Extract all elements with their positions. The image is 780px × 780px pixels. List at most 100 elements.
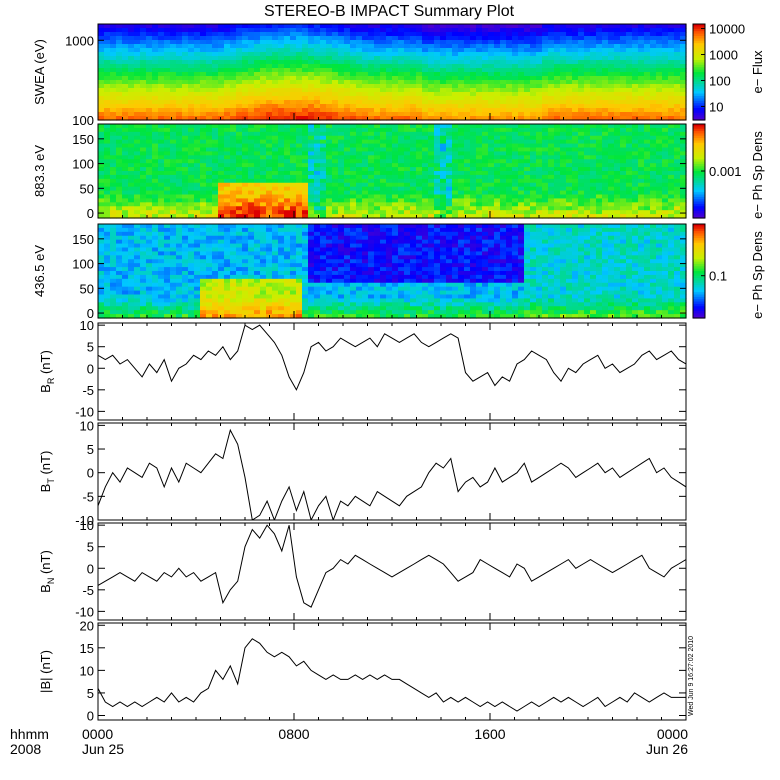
spectro-cell bbox=[308, 32, 315, 37]
spectro-cell bbox=[368, 178, 375, 184]
spectro-cell bbox=[260, 108, 267, 113]
spectro-cell bbox=[104, 278, 111, 284]
spectro-cell bbox=[386, 116, 393, 121]
spectro-cell bbox=[494, 84, 501, 89]
spectro-cell bbox=[200, 24, 207, 29]
spectro-cell bbox=[242, 190, 249, 196]
spectro-cell bbox=[368, 24, 375, 29]
spectro-cell bbox=[260, 159, 267, 164]
spectro-cell bbox=[332, 84, 339, 89]
spectro-cell bbox=[98, 290, 105, 296]
spectro-cell bbox=[164, 36, 171, 41]
spectro-cell bbox=[404, 135, 411, 141]
spectro-cell bbox=[440, 56, 447, 61]
spectro-cell bbox=[308, 151, 315, 156]
spectro-cell bbox=[530, 127, 537, 133]
spectro-cell bbox=[362, 202, 369, 207]
colorbar-segment bbox=[693, 166, 705, 170]
spectro-cell bbox=[452, 143, 459, 149]
spectro-cell bbox=[638, 28, 645, 33]
spectro-cell bbox=[206, 36, 213, 41]
spectro-cell bbox=[554, 36, 561, 41]
spectro-cell bbox=[620, 92, 627, 97]
spectro-cell bbox=[296, 84, 303, 89]
spectro-cell bbox=[560, 28, 567, 33]
spectro-cell bbox=[524, 96, 531, 101]
spectro-cell bbox=[620, 68, 627, 73]
spectro-cell bbox=[536, 182, 543, 188]
spectro-cell bbox=[548, 32, 555, 37]
spectro-cell bbox=[638, 92, 645, 97]
spectro-cell bbox=[416, 72, 423, 77]
spectro-cell bbox=[134, 32, 141, 37]
spectro-cell bbox=[278, 88, 285, 93]
spectro-cell bbox=[506, 108, 513, 113]
spectro-cell bbox=[320, 214, 327, 219]
spectro-cell bbox=[308, 171, 315, 176]
spectro-cell bbox=[524, 112, 531, 117]
spectro-cell bbox=[104, 251, 111, 256]
spectro-cell bbox=[668, 64, 675, 69]
spectro-cell bbox=[446, 108, 453, 113]
spectro-cell bbox=[128, 135, 135, 141]
spectro-cell bbox=[308, 100, 315, 105]
spectro-cell bbox=[608, 68, 615, 73]
spectro-cell bbox=[248, 88, 255, 93]
spectro-cell bbox=[398, 116, 405, 121]
spectro-cell bbox=[266, 44, 273, 49]
spectro-cell bbox=[212, 92, 219, 97]
spectro-cell bbox=[518, 124, 525, 129]
spectro-cell bbox=[308, 182, 315, 188]
spectro-cell bbox=[578, 56, 585, 61]
spectro-cell bbox=[98, 239, 105, 245]
spectro-cell bbox=[182, 143, 189, 149]
spectro-cell bbox=[272, 84, 279, 89]
spectro-cell bbox=[176, 210, 183, 215]
spectro-cell bbox=[146, 143, 153, 149]
spectro-cell bbox=[158, 210, 165, 215]
spectro-cell bbox=[374, 190, 381, 196]
spectro-cell bbox=[350, 174, 357, 180]
spectro-cell bbox=[662, 186, 669, 192]
spectro-cell bbox=[290, 159, 297, 164]
spectro-cell bbox=[410, 48, 417, 53]
colorbar-segment bbox=[693, 203, 705, 207]
colorbar-segment bbox=[693, 38, 705, 42]
spectro-cell bbox=[668, 163, 675, 168]
spectro-cell bbox=[158, 64, 165, 69]
spectro-cell bbox=[632, 194, 639, 200]
spectro-cell bbox=[596, 151, 603, 156]
spectro-cell bbox=[578, 32, 585, 37]
spectro-cell bbox=[194, 182, 201, 188]
spectro-cell bbox=[392, 108, 399, 113]
spectro-cell bbox=[248, 182, 255, 188]
spectro-cell bbox=[476, 32, 483, 37]
spectro-cell bbox=[350, 92, 357, 97]
spectro-cell bbox=[356, 108, 363, 113]
spectro-cell bbox=[476, 88, 483, 93]
spectro-cell bbox=[680, 36, 687, 41]
spectro-cell bbox=[248, 171, 255, 176]
spectro-cell bbox=[614, 108, 621, 113]
spectro-cell bbox=[542, 92, 549, 97]
spectro-cell bbox=[566, 167, 573, 172]
spectro-cell bbox=[410, 159, 417, 164]
spectro-cell bbox=[650, 155, 657, 160]
spectro-cell bbox=[182, 104, 189, 109]
spectro-cell bbox=[104, 28, 111, 33]
spectro-cell bbox=[200, 92, 207, 97]
spectro-cell bbox=[482, 178, 489, 184]
spectro-cell bbox=[656, 48, 663, 53]
spectro-cell bbox=[320, 28, 327, 33]
spectro-cell bbox=[668, 40, 675, 45]
spectro-cell bbox=[326, 116, 333, 121]
spectro-cell bbox=[188, 28, 195, 33]
spectro-cell bbox=[596, 214, 603, 219]
spectro-cell bbox=[236, 32, 243, 37]
spectro-cell bbox=[368, 147, 375, 153]
spectro-cell bbox=[506, 44, 513, 49]
spectro-cell bbox=[194, 24, 201, 29]
spectro-cell bbox=[668, 174, 675, 180]
spectro-cell bbox=[524, 40, 531, 45]
spectro-cell bbox=[170, 80, 177, 85]
